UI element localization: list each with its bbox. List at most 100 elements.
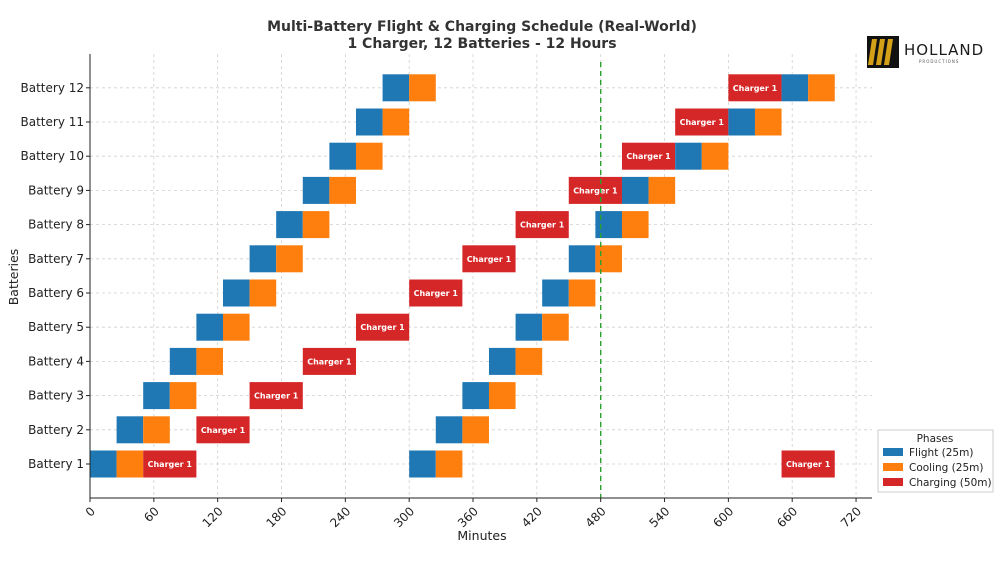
- x-tick-labels: 0 60 120 180 240 300 360 420 480 540 600 660 720: [83, 498, 864, 530]
- flight-bar: [488, 347, 516, 375]
- chart-title: Multi-Battery Flight & Charging Schedule…: [267, 19, 697, 35]
- cooling-bar: [196, 347, 223, 375]
- flight-bar: [675, 142, 702, 170]
- flight-bar: [462, 382, 489, 410]
- charger-label: Charger 1: [360, 323, 405, 332]
- y-tick-label: Battery 6: [28, 286, 84, 300]
- logo-tagline: PRODUCTIONS: [919, 59, 959, 64]
- charger-label: Charger 1: [467, 255, 512, 264]
- x-tick-label: 120: [200, 504, 226, 530]
- cooling-bar: [116, 450, 144, 478]
- flight-bar: [435, 416, 463, 444]
- charging-bar: [249, 382, 303, 410]
- logo-stripe-icon: [868, 39, 877, 65]
- flight-bar: [595, 211, 622, 239]
- charging-bar: [409, 279, 463, 307]
- cooling-bar: [621, 211, 649, 239]
- x-tick-label: 660: [774, 504, 800, 530]
- cooling-bar: [595, 245, 622, 273]
- charging-bar: [302, 347, 356, 375]
- charger-label: Charger 1: [254, 392, 299, 401]
- x-tick-label: 300: [391, 504, 417, 530]
- cooling-bar: [222, 313, 250, 341]
- charging-bar: [728, 74, 782, 102]
- charging-bar: [196, 416, 250, 444]
- charger-label: Charger 1: [148, 460, 193, 469]
- flight-bar: [355, 108, 383, 136]
- cooling-bar: [648, 176, 676, 204]
- legend-swatch: [883, 463, 903, 471]
- charging-bar: [781, 450, 835, 478]
- cooling-bar: [568, 279, 596, 307]
- charging-bar: [462, 245, 516, 273]
- charger-label: Charger 1: [733, 84, 778, 93]
- cooling-bar: [701, 142, 729, 170]
- cooling-bar: [754, 108, 782, 136]
- x-tick-label: 180: [263, 504, 289, 530]
- flight-bar: [568, 245, 596, 273]
- y-tick-label: Battery 11: [21, 115, 85, 129]
- charger-label: Charger 1: [307, 357, 352, 366]
- cooling-bar: [169, 382, 197, 410]
- legend-label: Cooling (25m): [909, 462, 983, 474]
- flight-bar: [382, 74, 410, 102]
- flight-bar: [621, 176, 649, 204]
- y-tick-label: Battery 4: [28, 354, 84, 368]
- cooling-bar: [488, 382, 516, 410]
- flight-bar: [329, 142, 356, 170]
- charger-label: Charger 1: [414, 289, 459, 298]
- x-tick-label: 600: [710, 504, 736, 530]
- cooling-bar: [515, 347, 543, 375]
- legend-label: Flight (25m): [909, 447, 973, 459]
- legend-title: Phases: [917, 433, 954, 445]
- cooling-bar: [355, 142, 383, 170]
- flight-bar: [728, 108, 755, 136]
- x-tick-label: 420: [519, 504, 545, 530]
- y-tick-label: Battery 10: [21, 149, 85, 163]
- x-tick-label: 240: [327, 504, 353, 530]
- flight-bar: [90, 450, 117, 478]
- x-tick-label: 360: [455, 504, 481, 530]
- flight-bar: [409, 450, 436, 478]
- y-tick-label: Battery 7: [28, 252, 84, 266]
- legend-swatch: [883, 478, 903, 486]
- cooling-bar: [329, 176, 356, 204]
- cooling-bar: [276, 245, 303, 273]
- charging-bar: [621, 142, 676, 170]
- y-tick-label: Battery 5: [28, 320, 84, 334]
- charger-label: Charger 1: [626, 152, 671, 161]
- charger-label: Charger 1: [201, 426, 246, 435]
- charging-bar: [355, 313, 410, 341]
- flight-bar: [781, 74, 809, 102]
- charging-bar: [515, 211, 569, 239]
- cooling-bar: [409, 74, 436, 102]
- y-tick-label: Battery 8: [28, 218, 84, 232]
- y-tick-label: Battery 1: [28, 457, 84, 471]
- chart-subtitle: 1 Charger, 12 Batteries - 12 Hours: [347, 36, 616, 52]
- cooling-bar: [249, 279, 277, 307]
- logo-stripe-icon: [876, 39, 885, 65]
- y-tick-label: Battery 3: [28, 389, 84, 403]
- phase-bars: Charger 1 Charger 1 Charger 1 Charger 1 Char…: [90, 74, 835, 478]
- y-tick-labels: Battery 1 Battery 2 Battery 3 Battery 4 Batt…: [21, 81, 90, 471]
- y-tick-label: Battery 9: [28, 183, 84, 197]
- logo-name: HOLLAND: [904, 41, 984, 59]
- y-axis-label: Batteries: [6, 249, 21, 306]
- flight-bar: [249, 245, 277, 273]
- charger-label: Charger 1: [520, 221, 565, 230]
- flight-bar: [276, 211, 303, 239]
- flight-bar: [116, 416, 144, 444]
- charger-label: Charger 1: [786, 460, 831, 469]
- charging-bar: [568, 176, 622, 204]
- charging-bar: [675, 108, 729, 136]
- x-axis-label: Minutes: [457, 528, 506, 543]
- cooling-bar: [808, 74, 835, 102]
- x-tick-label: 540: [646, 504, 672, 530]
- x-tick-label: 480: [583, 504, 609, 530]
- cooling-bar: [435, 450, 463, 478]
- flight-bar: [196, 313, 223, 341]
- axes: [89, 54, 872, 499]
- cooling-bar: [462, 416, 489, 444]
- charging-bar: [143, 450, 197, 478]
